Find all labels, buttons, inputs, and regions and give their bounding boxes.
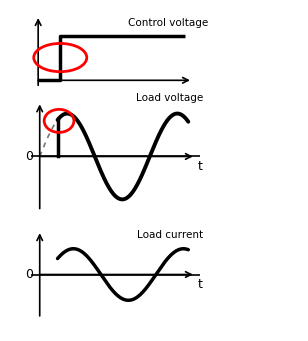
Text: Control voltage: Control voltage [128, 18, 209, 28]
Text: t: t [197, 160, 202, 173]
Text: Load voltage: Load voltage [136, 93, 204, 103]
Text: 0: 0 [25, 268, 33, 281]
Text: Load current: Load current [137, 230, 204, 240]
Text: t: t [197, 278, 202, 291]
Text: 0: 0 [25, 150, 33, 163]
